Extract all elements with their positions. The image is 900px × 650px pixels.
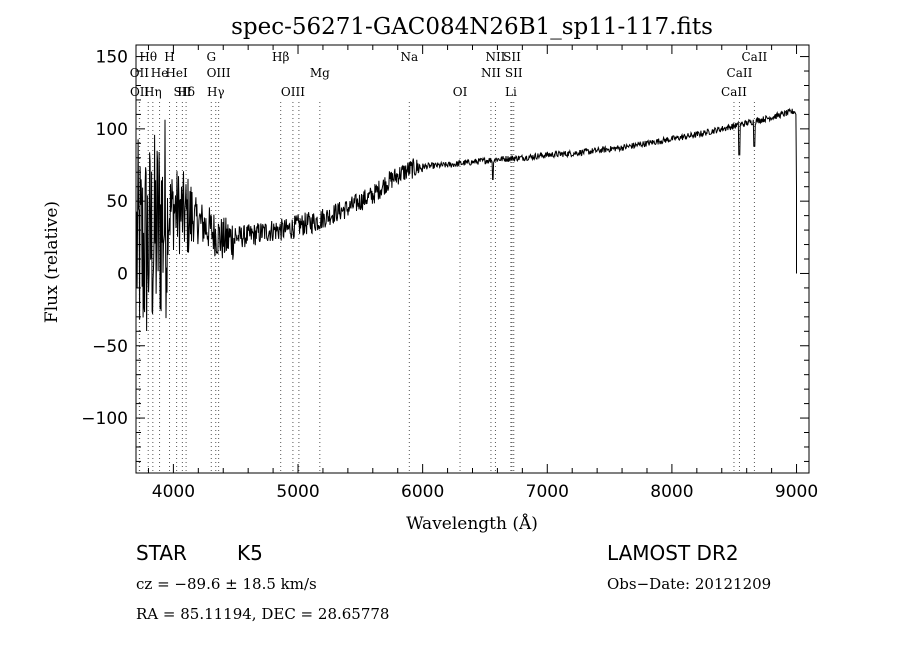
y-tick-label: 150 bbox=[96, 48, 128, 68]
spectral-line-label: OII bbox=[130, 85, 150, 99]
spectral-line-label: SII bbox=[174, 85, 192, 99]
x-tick-label: 4000 bbox=[152, 482, 195, 502]
observation-date: Obs−Date: 20121209 bbox=[607, 575, 771, 593]
spectral-line-label: H bbox=[164, 50, 174, 64]
redshift-velocity: cz = −89.6 ± 18.5 km/s bbox=[136, 575, 317, 593]
spectral-line-label: Hβ bbox=[272, 50, 289, 64]
object-class: STAR bbox=[136, 541, 187, 565]
plot-border bbox=[135, 44, 810, 474]
spectral-line-label: Hδ bbox=[177, 85, 195, 99]
x-axis-ticks: 4000 5000 6000 7000 8000 9000 bbox=[147, 45, 818, 502]
y-tick-label: 100 bbox=[96, 120, 128, 140]
x-tick-label: 9000 bbox=[775, 482, 818, 502]
y-tick-label: 50 bbox=[106, 192, 128, 212]
x-tick-label: 8000 bbox=[650, 482, 693, 502]
plot-frame bbox=[135, 44, 810, 474]
spectral-line-label: Na bbox=[400, 50, 418, 64]
y-tick-label: −50 bbox=[92, 337, 128, 357]
spectral-line-label: G bbox=[206, 50, 216, 64]
spectrum-series bbox=[136, 107, 797, 332]
y-axis-ticks: −100 −50 0 50 100 150 bbox=[81, 48, 809, 462]
spectrum-line bbox=[136, 107, 797, 332]
spectral-line-label: CaII bbox=[721, 85, 747, 99]
spectral-line-label: OIII bbox=[207, 66, 231, 80]
spectral-line-label: SII bbox=[505, 66, 523, 80]
x-tick-label: 6000 bbox=[401, 482, 444, 502]
spectral-line-label: SII bbox=[503, 50, 521, 64]
spectral-line-label: CaII bbox=[741, 50, 767, 64]
y-tick-label: −100 bbox=[81, 409, 128, 429]
spectral-line-label: OII bbox=[130, 66, 150, 80]
spectral-line-markers bbox=[138, 102, 755, 473]
spectral-line-label: Li bbox=[505, 85, 517, 99]
spectral-line-label: He bbox=[151, 66, 169, 80]
survey-name: LAMOST DR2 bbox=[607, 541, 739, 565]
spectral-line-label: CaII bbox=[727, 66, 753, 80]
x-tick-label: 7000 bbox=[526, 482, 569, 502]
spectral-line-label: OIII bbox=[281, 85, 305, 99]
x-axis-label: Wavelength (Å) bbox=[406, 513, 538, 534]
spectral-line-label: Hγ bbox=[207, 85, 225, 99]
spectral-line-labels: HθOIIOIIHηHeHHeIHδSIIGOIIIHγHβOIIIMgNaOI… bbox=[130, 50, 768, 99]
x-tick-label: 5000 bbox=[276, 482, 319, 502]
object-subclass: K5 bbox=[237, 541, 263, 565]
spectral-line-label: HeI bbox=[165, 66, 188, 80]
spectral-line-label: Mg bbox=[310, 66, 330, 80]
spectral-line-label: Hη bbox=[144, 85, 162, 99]
y-axis-label: Flux (relative) bbox=[42, 201, 62, 323]
y-tick-label: 0 bbox=[117, 264, 128, 284]
spectral-line-label: OI bbox=[453, 85, 468, 99]
info-block: STAR K5 LAMOST DR2 cz = −89.6 ± 18.5 km/… bbox=[136, 541, 771, 623]
spectral-line-label: NII bbox=[481, 66, 501, 80]
chart-title: spec-56271-GAC084N26B1_sp11-117.fits bbox=[231, 14, 713, 40]
spectral-line-label: Hθ bbox=[139, 50, 157, 64]
coordinates: RA = 85.11194, DEC = 28.65778 bbox=[136, 605, 389, 623]
spectral-line-label: NII bbox=[485, 50, 505, 64]
